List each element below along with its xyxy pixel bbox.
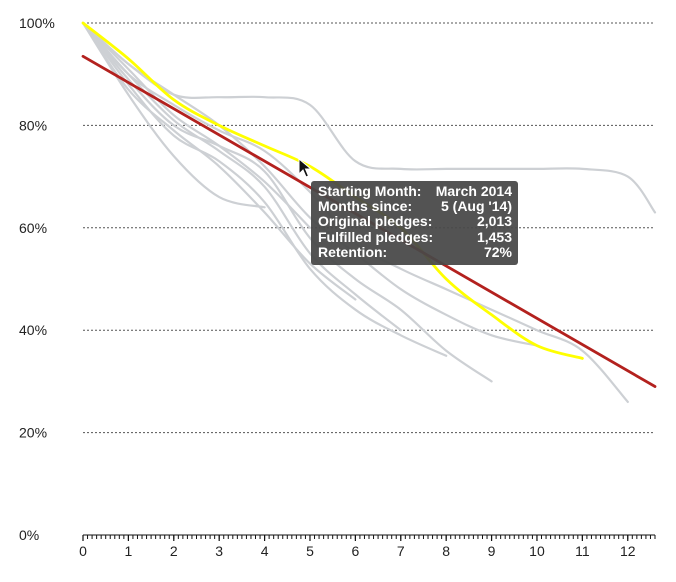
tooltip-label: Fulfilled pledges: bbox=[318, 228, 434, 245]
y-tick-label: 20% bbox=[19, 425, 47, 441]
y-axis: 0% 20% 40% 60% 80% 100% bbox=[19, 15, 55, 543]
tooltip-row-retention: Retention: 72% bbox=[318, 243, 512, 260]
cohort-line-5[interactable] bbox=[81, 21, 402, 332]
cohort-line-3[interactable] bbox=[81, 21, 493, 383]
x-tick-label: 4 bbox=[261, 543, 269, 559]
cohort-line-0[interactable] bbox=[81, 21, 657, 214]
x-tick-label: 8 bbox=[442, 543, 450, 559]
x-tick-label: 3 bbox=[215, 543, 223, 559]
x-axis: 0 1 2 3 4 5 6 7 8 9 10 11 12 bbox=[79, 534, 656, 559]
x-tick-label: 1 bbox=[124, 543, 132, 559]
mouse-pointer-icon bbox=[298, 158, 313, 178]
y-tick-label: 100% bbox=[19, 15, 55, 31]
cohort-line-8[interactable] bbox=[81, 21, 266, 209]
tooltip-label: Months since: bbox=[318, 198, 413, 215]
x-tick-label: 2 bbox=[170, 543, 178, 559]
y-tick-label: 60% bbox=[19, 220, 47, 236]
tooltip-value: 1,453 bbox=[476, 228, 512, 245]
x-tick-label: 6 bbox=[351, 543, 359, 559]
hover-tooltip: Starting Month: March 2014 Months since:… bbox=[311, 181, 518, 265]
tooltip-label: Starting Month: bbox=[318, 183, 422, 199]
x-tick-label: 0 bbox=[79, 543, 87, 559]
x-tick-label: 5 bbox=[306, 543, 314, 559]
x-tick-label: 7 bbox=[397, 543, 405, 559]
cohort-line-2[interactable] bbox=[81, 21, 539, 347]
x-tick-label: 12 bbox=[620, 543, 636, 559]
cohort-line-7[interactable] bbox=[81, 21, 312, 229]
tooltip-value: 2,013 bbox=[476, 213, 512, 230]
tooltip-row-starting-month: Starting Month: March 2014 bbox=[318, 183, 512, 199]
tooltip-row-original-pledges: Original pledges: 2,013 bbox=[318, 214, 512, 229]
x-tick-label: 9 bbox=[488, 543, 496, 559]
x-tick-label: 11 bbox=[575, 543, 590, 559]
y-tick-label: 80% bbox=[19, 117, 47, 133]
y-tick-label: 40% bbox=[19, 322, 47, 338]
tooltip-value: 5 (Aug '14) bbox=[440, 198, 512, 215]
x-tick-label: 10 bbox=[529, 543, 545, 559]
cohort-line-6[interactable] bbox=[81, 21, 357, 301]
tooltip-value: 72% bbox=[483, 243, 512, 260]
tooltip-row-fulfilled-pledges: Fulfilled pledges: 1,453 bbox=[318, 228, 512, 245]
tooltip-value: March 2014 bbox=[435, 183, 512, 199]
y-tick-label: 0% bbox=[19, 527, 39, 543]
tooltip-label: Original pledges: bbox=[318, 213, 433, 230]
tooltip-label: Retention: bbox=[318, 243, 388, 260]
tooltip-row-months-since: Months since: 5 (Aug '14) bbox=[318, 199, 512, 214]
cohort-line-4[interactable] bbox=[81, 21, 448, 357]
